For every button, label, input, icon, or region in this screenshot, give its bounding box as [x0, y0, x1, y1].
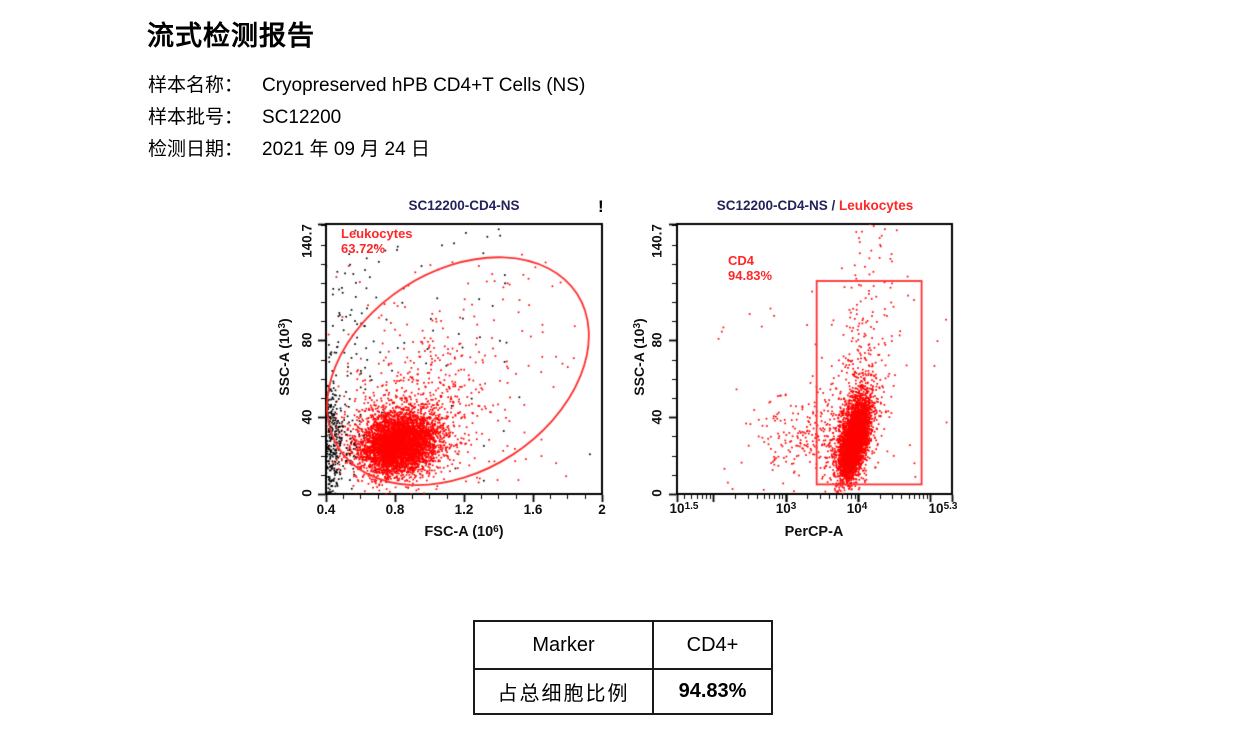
warning-mark: !: [598, 197, 604, 216]
sample-name-row: 样本名称： Cryopreserved hPB CD4+T Cells (NS): [148, 70, 585, 102]
y-axis-title-text: SSC-A (10: [276, 328, 292, 396]
y-tick-label: 0: [299, 489, 315, 497]
sample-lot-row: 样本批号： SC12200: [148, 102, 585, 134]
table-header-row: Marker CD4+: [473, 620, 773, 670]
field-label: 检测日期：: [148, 139, 244, 160]
log-exp: 4: [861, 501, 868, 512]
x-tick-label-log: 103: [776, 501, 797, 516]
y-tick-label: 40: [649, 409, 665, 425]
right-plot-title: SC12200-CD4-NS / Leukocytes: [667, 198, 963, 213]
field-value: 2021 年 09 月 24 日: [262, 139, 430, 160]
log-exp: 1.5: [684, 501, 699, 512]
right-plot-title-main: SC12200-CD4-NS /: [716, 198, 836, 213]
y-axis-title-text: SSC-A (10: [631, 328, 647, 396]
log-base: 10: [775, 501, 791, 516]
sample-info: 样本名称： Cryopreserved hPB CD4+T Cells (NS)…: [148, 70, 585, 166]
left-plot-title: SC12200-CD4-NS: [408, 198, 520, 213]
gate-percent: 63.72%: [341, 241, 386, 256]
x-tick-label-log: 105.3: [929, 501, 958, 516]
x-tick-label: 1.2: [454, 502, 474, 517]
result-table: Marker CD4+ 占总细胞比例 94.83%: [473, 620, 773, 715]
field-label: 样本批号：: [148, 107, 244, 128]
y-tick-label: 80: [649, 332, 665, 348]
table-row: 占总细胞比例 94.83%: [473, 668, 773, 715]
log-exp: 3: [790, 501, 797, 512]
x-axis-title-text: FSC-A (10: [424, 524, 494, 540]
right-x-axis-title: PerCP-A: [784, 524, 844, 540]
field-value: SC12200: [262, 107, 342, 128]
log-exp: 5.3: [943, 501, 958, 512]
y-tick-label: 40: [299, 409, 315, 425]
right-y-axis-title: SSC-A (103): [631, 318, 647, 395]
percp-ssc-scatter-canvas: [667, 214, 963, 506]
page-title: 流式检测报告: [147, 21, 315, 51]
log-base: 10: [928, 501, 944, 516]
x-axis-title-exp: 6: [493, 524, 499, 535]
x-axis-title-suffix: ): [498, 524, 504, 540]
y-axis-title-suffix: ): [276, 318, 292, 323]
left-x-axis-title: FSC-A (106): [364, 524, 564, 540]
field-label: 样本名称：: [148, 75, 244, 96]
x-tick-label-log: 104: [847, 501, 868, 516]
table-cell-value: 94.83%: [652, 668, 773, 715]
x-tick-label-log: 101.5: [670, 501, 699, 516]
y-axis-title-suffix: ): [631, 318, 647, 323]
log-base: 10: [846, 501, 862, 516]
fsc-ssc-scatter-canvas: [316, 214, 612, 506]
x-tick-label: 0.4: [316, 502, 336, 517]
y-axis-title-exp: 3: [632, 322, 643, 329]
test-date-row: 检测日期： 2021 年 09 月 24 日: [148, 134, 585, 166]
y-tick-label: 140.7: [299, 224, 315, 258]
leukocytes-gate-label: Leukocytes 63.72%: [341, 226, 413, 256]
cd4-gate-label: CD4 94.83%: [728, 253, 772, 283]
field-value: Cryopreserved hPB CD4+T Cells (NS): [262, 75, 586, 96]
table-cell-label: 占总细胞比例: [473, 668, 654, 715]
x-tick-label: 2: [598, 502, 606, 517]
y-tick-label: 80: [299, 332, 315, 348]
y-axis-title-exp: 3: [277, 322, 288, 329]
gate-name: CD4: [728, 253, 755, 268]
gate-name: Leukocytes: [341, 226, 413, 241]
right-plot-title-gate: Leukocytes: [839, 198, 914, 213]
left-y-axis-title: SSC-A (103): [276, 318, 292, 395]
table-header-cd4: CD4+: [652, 620, 773, 670]
y-tick-label: 0: [649, 489, 665, 497]
x-tick-label: 0.8: [385, 502, 405, 517]
gate-percent: 94.83%: [728, 268, 773, 283]
y-tick-label: 140.7: [649, 224, 665, 258]
log-base: 10: [669, 501, 685, 516]
table-header-marker: Marker: [473, 620, 654, 670]
x-tick-label: 1.6: [523, 502, 543, 517]
